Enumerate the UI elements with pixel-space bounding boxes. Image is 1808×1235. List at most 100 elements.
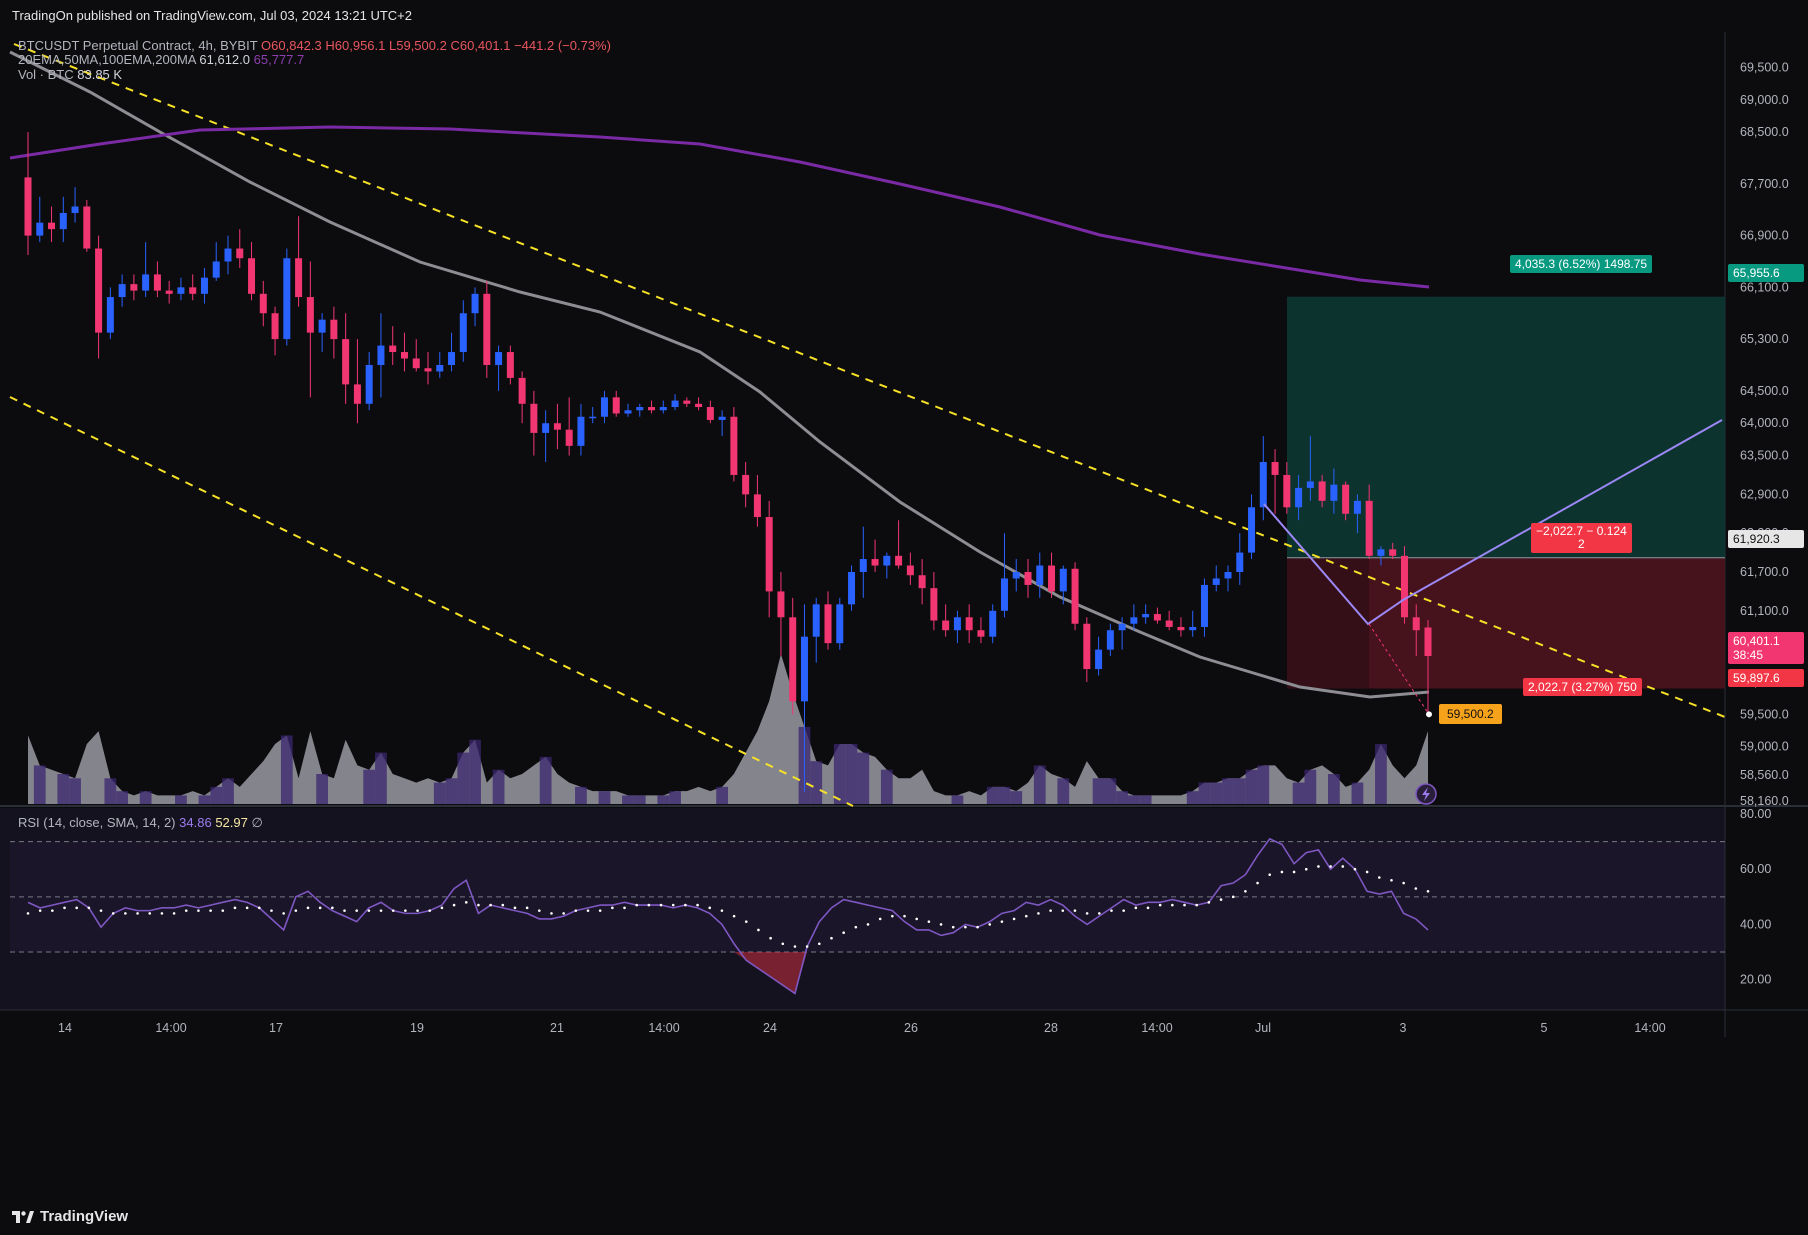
candle-up [600,397,608,417]
rsi-ma-dot [245,906,249,910]
candle-up [1306,481,1314,488]
volume-bar-up [33,765,46,804]
rsi-ma-dot [1207,901,1211,904]
rsi-ma-dot [586,909,590,912]
rsi-ma-dot [440,906,444,910]
rsi-ma-dot [818,942,821,946]
rsi-ma-dot [781,942,785,946]
candle-down [1283,474,1291,508]
candle-up [1036,565,1044,585]
time-tick-label: 14 [58,1021,72,1035]
rsi-ma-dot [903,914,906,918]
rsi-ma-dot [136,912,139,915]
open-pnl-label[interactable]: −2,022.7 − 0.124 2 [1531,523,1632,553]
rsi-ma-dot [574,909,578,912]
rsi-value: 34.86 [179,815,212,830]
rsi-ma-dot [1244,889,1247,893]
candle-down [24,177,32,236]
volume-bar-up [669,791,681,804]
candle-down [306,297,314,333]
candle-up [365,364,373,404]
price-tick-label: 69,500.0 [1740,60,1789,74]
rsi-ma-dot [282,912,285,915]
price-tick-label: 64,000.0 [1740,416,1789,430]
volume-bar-up [833,744,846,804]
candle-up [953,617,961,631]
rsi-ma-dot [75,906,78,910]
profit-label[interactable]: 4,035.3 (6.52%) 1498.75 [1510,255,1653,273]
candle-up [542,423,550,433]
candle-down [259,293,267,314]
rsi-ma-dot [805,945,809,948]
loss-label[interactable]: 2,022.7 (3.27%) 750 [1523,678,1642,696]
rsi-ma-dot [404,909,407,912]
published-text: TradingOn published on TradingView.com, … [12,8,412,23]
volume-bar-up [1328,774,1340,804]
candle-down [612,397,620,414]
candle-up [1106,630,1114,650]
volume-bar-up [1057,778,1070,804]
rsi-bg [0,808,1725,1010]
candle-up [36,222,44,236]
candle-down [977,630,985,637]
candle-down [1424,627,1432,657]
chart-canvas[interactable]: 69,500.0 69,000.0 68,500.0 67,700.0 66,900.0… [0,32,1808,1198]
rsi-empty-value: ∅ [251,815,263,830]
time-tick-label: 17 [269,1021,283,1035]
candle-down [918,575,926,589]
ma-legend: 20EMA,50MA,100EMA,200MA 61,612.0 65,777.… [18,52,304,67]
rsi-ma-dot [99,909,103,912]
rsi-ma-dot [343,909,346,912]
rsi-ma-dot [1171,903,1174,907]
candle-up [1295,487,1303,508]
rsi-ma-dot [1122,909,1125,912]
rsi-tick-label: 80.00 [1740,807,1771,821]
rsi-ma-dot [1037,912,1040,915]
candle-down [389,345,397,353]
candle-up [1248,507,1256,553]
candle-up [436,364,444,372]
rsi-ma-dot [671,903,675,907]
candle-up [659,407,667,411]
ohlc-change: −441.2 (−0.73%) [514,38,611,53]
rsi-ma-dot [720,909,724,912]
candle-down [942,620,950,631]
tradingview-brand[interactable]: TradingView [12,1208,128,1225]
entry-price-tag: 61,920.3 [1728,530,1804,548]
candle-up [577,416,585,446]
rsi-ma-dot [1024,914,1028,918]
time-tick-label: 3 [1400,1021,1407,1035]
rsi-ma-dot [623,906,626,910]
price-tick-label: 68,500.0 [1740,125,1789,139]
rsi-ma-dot [854,925,858,929]
rsi-ma-dot [1073,909,1077,912]
chart-frame[interactable]: 69,500.0 69,000.0 68,500.0 67,700.0 66,900.0… [0,32,1808,1198]
candles-layer [24,132,1432,792]
candle-down [706,407,714,420]
candle-up [224,248,232,262]
volume-bar-up [1222,778,1234,804]
rsi-ma-dot [1110,909,1113,912]
overlay-lines [1263,419,1723,805]
candle-down [83,206,91,249]
rsi-ma-dot [793,945,797,948]
rsi-ma-dot [51,909,54,912]
symbol-legend: BTCUSDT Perpetual Contract, 4h, BYBIT O6… [18,38,611,53]
candle-up [624,410,632,414]
candle-up [142,274,150,291]
candle-down [1389,549,1397,556]
candle-up [212,261,220,278]
candle-down [648,407,656,411]
rsi-ma-dot [501,903,505,907]
volume-bar-up [598,791,611,804]
volume-bar-up [622,795,634,804]
ohlc-open: O60,842.3 [261,38,322,53]
rsi-ma-dot [1000,920,1004,923]
rsi-ma-dot [1256,881,1259,885]
time-axis: 14 14:00 17 19 21 14:00 24 26 28 14:00 Jul 3 5 14:00 [58,1021,1666,1035]
volume-bar-up [657,795,670,804]
candle-up [71,206,79,213]
rsi-pane [10,837,1725,995]
volume-bar-up [433,782,446,804]
time-tick-label: 14:00 [155,1021,186,1035]
